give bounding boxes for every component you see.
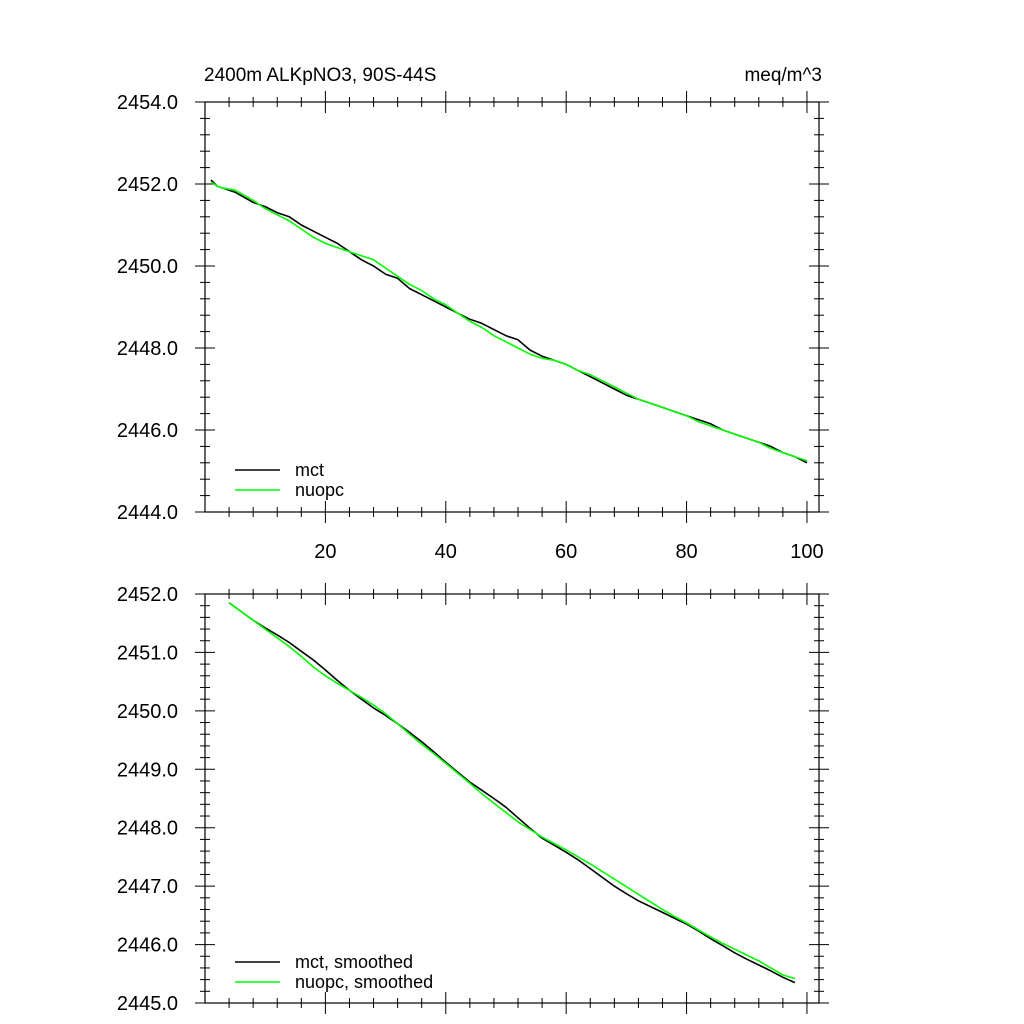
y-tick-label: 2450.0 [117,256,178,278]
plot-frame [204,101,820,513]
y-tick-label: 2454.0 [117,92,178,114]
y-tick-label: 2450.0 [117,701,178,723]
axis-ticks: 2445.0 2446.0 2447.0 2448.0 2449.0 2450.0 2451… [117,583,829,1015]
top-panel: 2400m ALKpNO3, 90S-44S meq/m^3 20 40 60 80 1… [117,65,829,563]
x-tick-label: 40 [435,541,457,563]
y-tick-label: 2445.0 [117,993,178,1015]
y-tick-label: 2444.0 [117,502,178,524]
x-tick-label: 80 [675,541,697,563]
bottom-panel: 2445.0 2446.0 2447.0 2448.0 2449.0 2450.0 2451… [117,583,829,1015]
y-tick-label: 2446.0 [117,420,178,442]
y-tick-label: 2447.0 [117,876,178,898]
x-tick-label: 60 [555,541,577,563]
units-label: meq/m^3 [744,65,822,86]
legend-label: mct [295,460,324,480]
y-tick-label: 2452.0 [117,584,178,606]
y-tick-label: 2448.0 [117,338,178,360]
panel-title: 2400m ALKpNO3, 90S-44S [204,65,436,86]
y-tick-label: 2448.0 [117,818,178,840]
axis-ticks: 20 40 60 80 100 2444.0 2446.0 2448.0 2450.0 2452.… [117,91,829,563]
y-tick-label: 2449.0 [117,759,178,781]
series-line-nuopc [210,181,808,462]
legend-label: nuopc, smoothed [295,972,433,992]
series-line-mct [210,179,808,464]
legend-label: nuopc [295,480,344,500]
x-tick-label: 20 [314,541,336,563]
plot-frame [204,593,820,1004]
y-tick-label: 2452.0 [117,174,178,196]
y-tick-label: 2451.0 [117,642,178,664]
series-lines [210,179,808,464]
x-tick-label: 100 [790,541,823,563]
y-tick-label: 2446.0 [117,935,178,957]
legend-label: mct, smoothed [295,952,413,972]
series-line-nuopc-smoothed [228,602,796,980]
series-lines [228,602,796,984]
series-line-mct-smoothed [228,602,796,984]
